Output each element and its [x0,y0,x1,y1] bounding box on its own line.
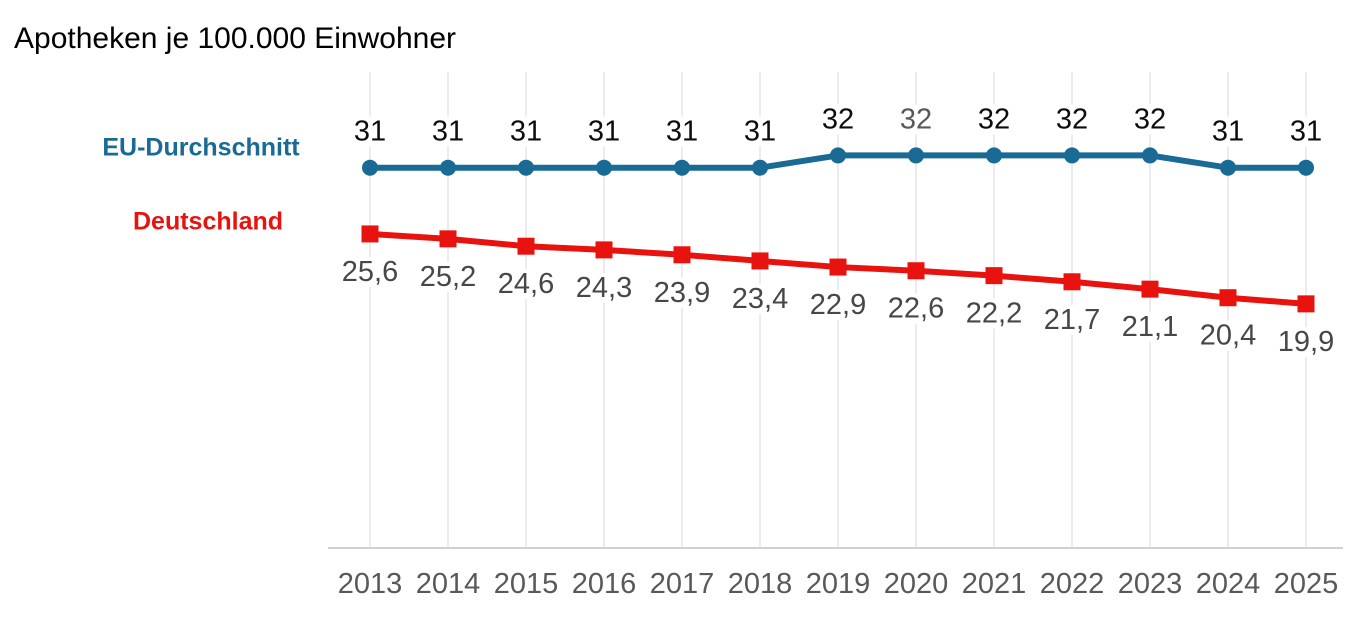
data-label-bg [507,116,545,147]
de-value-label: 24,6 [498,268,554,300]
eu-marker [1142,147,1158,164]
de-marker [361,225,379,243]
de-value-label: 22,9 [810,289,866,321]
data-label-bg [960,298,1028,329]
de-marker [1063,273,1081,291]
data-label-bg [897,104,935,135]
data-label-bg [492,269,560,300]
eu-value-label: 31 [432,116,464,148]
x-tick-label: 2025 [1274,568,1339,600]
eu-value-label: 32 [978,103,1010,135]
eu-marker [674,159,690,176]
data-label-bg [1209,116,1247,147]
data-label-bg [336,256,404,287]
data-label-bg [1287,116,1325,147]
eu-marker [986,147,1002,164]
de-value-label: 20,4 [1200,320,1256,352]
x-tick-label: 2024 [1196,568,1261,600]
data-label-bg [414,261,482,292]
data-label-bg [741,116,779,147]
de-marker [439,230,457,248]
x-tick-label: 2022 [1040,568,1105,600]
de-value-label: 23,9 [654,277,710,309]
de-value-label: 19,9 [1278,326,1334,358]
de-value-label: 21,1 [1122,311,1178,343]
chart-title: Apotheken je 100.000 Einwohner [14,22,457,55]
data-label-bg [585,116,623,147]
data-label-bg [819,104,857,135]
data-label-bg [351,116,389,147]
de-marker [517,237,535,255]
eu-marker [908,147,924,164]
legend-label-deutschland: Deutschland [132,207,284,236]
eu-marker [830,147,846,164]
eu-value-label: 31 [588,116,620,148]
eu-value-label: 31 [666,116,698,148]
de-value-label: 22,2 [966,298,1022,330]
eu-value-label: 32 [1134,103,1166,135]
x-tick-label: 2013 [338,568,403,600]
de-marker [907,262,925,280]
eu-value-label: 31 [354,116,386,148]
data-label-bg [663,116,701,147]
x-tick-label: 2020 [884,568,949,600]
data-label-bg [648,277,716,308]
de-value-label: 22,6 [888,293,944,325]
x-tick-label: 2017 [650,568,715,600]
data-label-bg [975,104,1013,135]
data-label-bg [1194,320,1262,351]
data-label-bg [1272,326,1340,357]
eu-marker [362,159,378,176]
data-label-bg [804,290,872,321]
data-label-bg [726,283,794,314]
eu-value-label: 31 [1212,116,1244,148]
data-label-bg [1131,104,1169,135]
eu-marker [596,159,612,176]
eu-value-label: 32 [1056,103,1088,135]
eu-value-label: 32 [900,103,932,135]
eu-marker [752,159,768,176]
de-marker [1297,295,1315,313]
de-value-label: 24,3 [576,272,632,304]
de-value-label: 23,4 [732,283,788,315]
eu-marker [1064,147,1080,164]
data-label-bg [1038,304,1106,335]
x-tick-label: 2014 [416,568,481,600]
eu-value-label: 31 [1290,116,1322,148]
data-label-bg [1053,104,1091,135]
eu-value-label: 32 [822,103,854,135]
de-value-label: 21,7 [1044,304,1100,336]
x-tick-label: 2021 [962,568,1027,600]
de-marker [1219,289,1237,307]
data-label-bg [429,116,467,147]
eu-marker [1298,159,1314,176]
de-marker [673,246,691,264]
x-tick-label: 2023 [1118,568,1183,600]
eu-marker [440,159,456,176]
data-label-bg [1116,312,1184,343]
data-label-bg [570,272,638,303]
de-marker [1141,280,1159,298]
x-tick-label: 2018 [728,568,793,600]
x-tick-label: 2016 [572,568,637,600]
de-marker [829,258,847,276]
de-value-label: 25,2 [420,261,476,293]
x-tick-label: 2015 [494,568,559,600]
data-label-bg [882,293,950,324]
eu-value-label: 31 [510,116,542,148]
de-marker [595,241,613,259]
eu-marker [518,159,534,176]
legend-label-eu-durchschnitt: EU-Durchschnitt [102,133,300,162]
de-marker [985,267,1003,285]
eu-marker [1220,159,1236,176]
eu-value-label: 31 [744,116,776,148]
x-tick-label: 2019 [806,568,871,600]
de-marker [751,252,769,270]
de-value-label: 25,6 [342,256,398,288]
